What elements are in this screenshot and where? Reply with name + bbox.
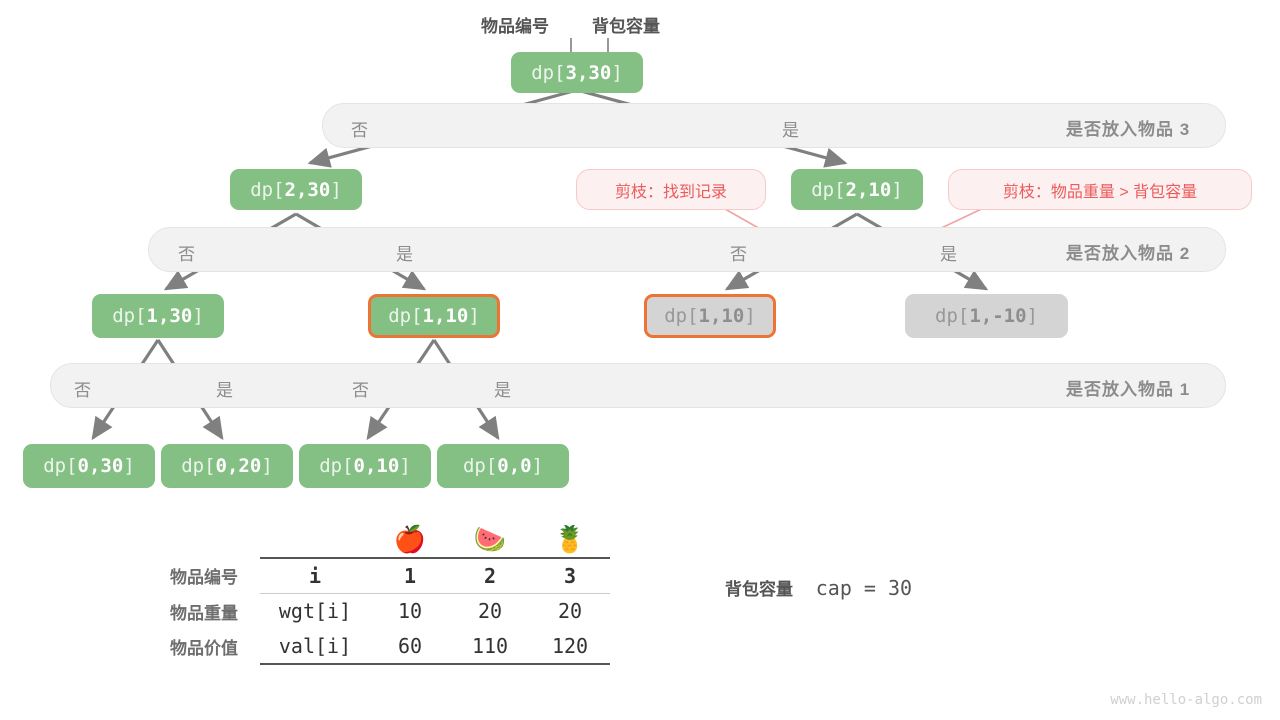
emoji-watermelon: 🍉 <box>473 525 507 555</box>
item-facts-table: 🍎 🍉 🍍 物品编号 i 1 2 3 物品重量 wgt[i] 10 20 20 … <box>170 520 610 665</box>
capacity-note: 背包容量 cap = 30 <box>725 575 912 600</box>
cell-val-1: 60 <box>370 628 450 665</box>
cell-i-1: 1 <box>370 557 450 594</box>
tree-node-dp-2-30[interactable]: dp[2,30] <box>230 169 362 210</box>
caption-knapsack-capacity: 背包容量 <box>592 17 660 36</box>
tree-node-dp-0-20[interactable]: dp[0,20] <box>161 444 293 488</box>
cell-i-2: 2 <box>450 557 530 594</box>
table-emoji-row: 🍎 🍉 🍍 <box>170 520 610 558</box>
branch-label-b3-yes-2: 是 <box>494 381 511 400</box>
band-title-item-2: 是否放入物品 2 <box>1066 244 1191 263</box>
cell-val-3: 120 <box>530 628 610 665</box>
branch-label-b3-yes-1: 是 <box>216 381 233 400</box>
capacity-note-label: 背包容量 <box>725 580 793 599</box>
caption-item-index: 物品编号 <box>481 17 549 36</box>
tree-node-dp-0-30[interactable]: dp[0,30] <box>23 444 155 488</box>
row-label-item-weight: 物品重量 <box>170 603 238 623</box>
row-label-item-index: 物品编号 <box>170 568 238 588</box>
table-row-item-index: 物品编号 i 1 2 3 <box>170 557 610 594</box>
table-row-item-value: 物品价值 val[i] 60 110 120 <box>170 628 610 665</box>
cell-wgt-3: 20 <box>557 599 583 624</box>
cell-val-2: 110 <box>450 628 530 665</box>
emoji-key-spacer <box>260 520 370 558</box>
tree-node-dp-1-10-source[interactable]: dp[1,10] <box>368 294 500 338</box>
branch-label-b1-no: 否 <box>351 121 368 140</box>
band-title-item-3: 是否放入物品 3 <box>1066 120 1191 139</box>
tree-node-dp-0-0[interactable]: dp[0,0] <box>437 444 569 488</box>
branch-label-b2-yes-2: 是 <box>940 245 957 264</box>
row-key-wgt: wgt[i] <box>278 599 352 624</box>
tree-node-dp-1-minus-10-pruned[interactable]: dp[1,-10] <box>905 294 1068 338</box>
row-key-val: val[i] <box>260 628 370 665</box>
cell-wgt-1: 10 <box>397 599 423 624</box>
level-band-item-2 <box>148 227 1226 272</box>
level-band-item-1 <box>50 363 1226 408</box>
table-row-item-weight: 物品重量 wgt[i] 10 20 20 <box>170 594 610 629</box>
level-band-item-3 <box>322 103 1226 148</box>
emoji-row-spacer <box>170 520 260 558</box>
annotation-over-capacity: 剪枝：物品重量 > 背包容量 <box>948 169 1252 210</box>
branch-label-b2-no-2: 否 <box>730 245 747 264</box>
branch-label-b2-no-1: 否 <box>178 245 195 264</box>
emoji-apple: 🍎 <box>393 525 427 555</box>
tree-node-dp-1-30[interactable]: dp[1,30] <box>92 294 224 338</box>
emoji-pineapple: 🍍 <box>553 525 587 555</box>
row-label-item-value: 物品价值 <box>170 638 238 658</box>
band-title-item-1: 是否放入物品 1 <box>1066 380 1191 399</box>
cell-i-3: 3 <box>530 557 610 594</box>
tree-node-dp-1-10-pruned[interactable]: dp[1,10] <box>644 294 776 338</box>
watermark: www.hello-algo.com <box>1110 692 1262 708</box>
branch-label-b1-yes: 是 <box>782 121 799 140</box>
branch-label-b2-yes-1: 是 <box>396 245 413 264</box>
annotation-found-record: 剪枝：找到记录 <box>576 169 766 210</box>
tree-node-dp-2-10[interactable]: dp[2,10] <box>791 169 923 210</box>
branch-label-b3-no-2: 否 <box>352 381 369 400</box>
capacity-note-value: cap = 30 <box>815 576 913 600</box>
row-key-i: i <box>260 557 370 594</box>
branch-label-b3-no-1: 否 <box>74 381 91 400</box>
tree-node-dp-3-30[interactable]: dp[3,30] <box>511 52 643 93</box>
tree-node-dp-0-10[interactable]: dp[0,10] <box>299 444 431 488</box>
cell-wgt-2: 20 <box>477 599 503 624</box>
